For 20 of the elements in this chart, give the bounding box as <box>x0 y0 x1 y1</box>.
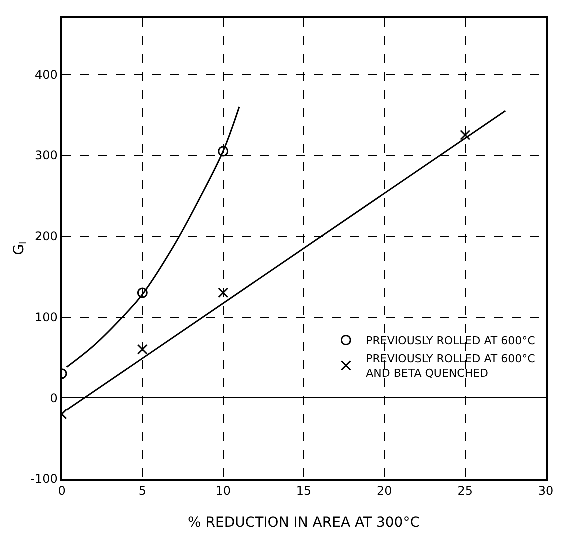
legend-label: PREVIOUSLY ROLLED AT 600°C <box>366 334 536 348</box>
y-tick-label: 300 <box>34 148 58 163</box>
y-tick-label: 400 <box>34 68 58 82</box>
legend-label: PREVIOUSLY ROLLED AT 600°C AND BETA QUENCHED <box>366 352 536 380</box>
point <box>218 288 229 298</box>
point <box>137 288 148 298</box>
x-tick-label: 10 <box>216 484 231 498</box>
point <box>218 146 229 157</box>
y-tick-label: -100 <box>30 472 58 486</box>
point <box>460 130 471 141</box>
x-tick-label: 5 <box>138 484 146 498</box>
x-axis-title: % REDUCTION IN AREA AT 300°C <box>188 514 420 531</box>
y-tick-label: 100 <box>34 310 58 324</box>
y-tick-label: 200 <box>34 230 58 244</box>
point <box>137 344 148 355</box>
x-tick-label: 25 <box>458 484 473 498</box>
x-tick-label: 15 <box>296 484 312 498</box>
y-tick-label: 0 <box>50 391 58 406</box>
x-tick-label: 20 <box>377 484 392 498</box>
x-tick-label: 30 <box>538 484 554 498</box>
